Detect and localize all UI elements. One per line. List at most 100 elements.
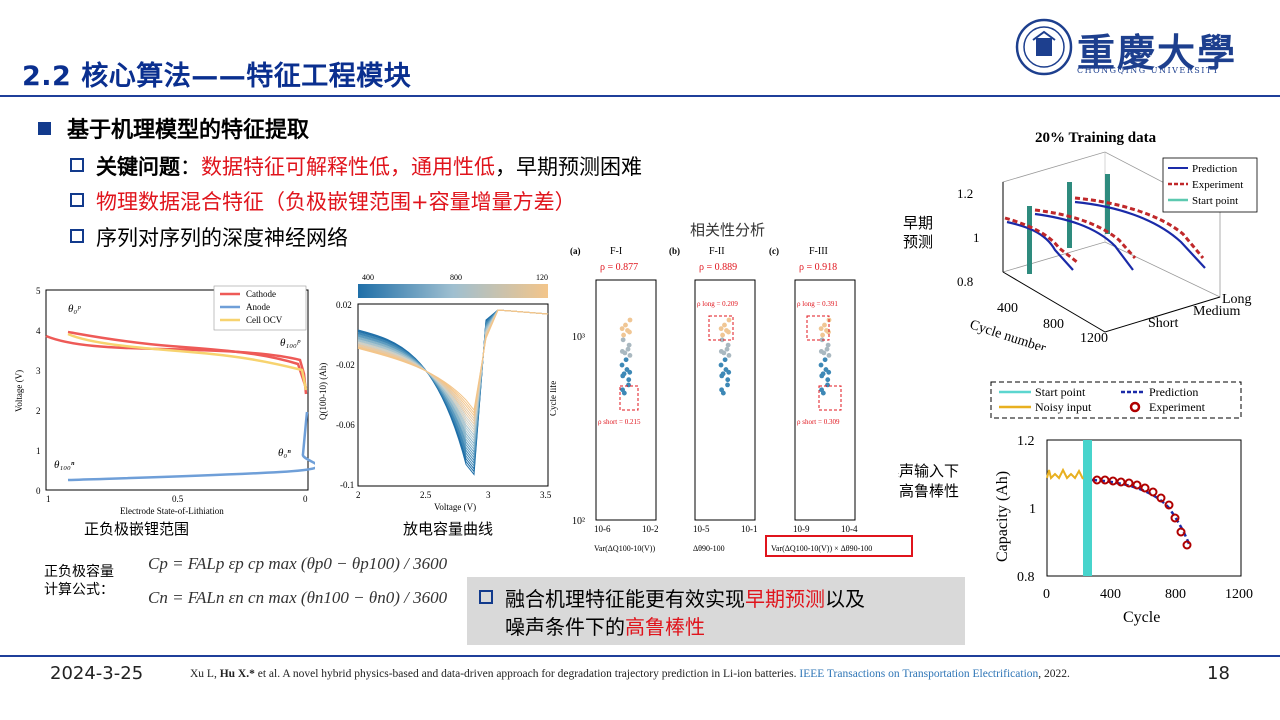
footer-reference: Xu L, Hu X.* et al. A novel hybrid physi…: [190, 667, 1070, 682]
footer-divider: [0, 655, 1280, 657]
data-point: [621, 390, 627, 396]
data-point: [627, 369, 633, 375]
callout-part: 融合机理特征能更有效实现: [505, 587, 745, 611]
cluster-box: [806, 315, 830, 341]
xtick: 10-4: [841, 524, 858, 534]
colorbar-tick: 800: [450, 273, 462, 282]
bullet-hybrid-feature: 物理数据混合特征（负极嵌锂范围+容量增量方差）: [70, 186, 576, 216]
ref-part: Xu L,: [190, 668, 220, 680]
chart-title: 20% Training data: [1035, 130, 1157, 146]
discharge-curve: [357, 309, 549, 465]
xtick: 10-2: [642, 524, 659, 534]
data-point: [619, 326, 625, 332]
data-point: [722, 357, 728, 363]
title-divider: [0, 95, 1280, 97]
xtick: 0: [1043, 587, 1050, 602]
xtick: 2.5: [420, 490, 432, 500]
x-axis-label: Voltage (V): [434, 502, 476, 512]
data-point: [725, 342, 731, 348]
panel-rho: ρ = 0.877: [600, 262, 638, 273]
data-point: [726, 329, 731, 335]
xtick: 800: [1043, 317, 1064, 332]
legend-experiment: Experiment: [1149, 400, 1206, 414]
cathode-curve-2: [67, 330, 308, 389]
ref-part: et al. A novel hybrid physics-based and …: [254, 668, 800, 680]
data-point: [818, 326, 824, 332]
ytick: -0.02: [336, 360, 355, 370]
legend-anode: Anode: [246, 302, 270, 312]
ytick: 4: [36, 326, 41, 336]
svg-text:θ₀ᵖ: θ₀ᵖ: [68, 303, 81, 315]
svg-text:θ₁₀₀ᵖ: θ₁₀₀ᵖ: [280, 337, 301, 349]
callout-text: 融合机理特征能更有效实现早期预测以及 噪声条件下的高鲁棒性: [479, 585, 865, 641]
y-axis-label: Capacity (Ah): [994, 471, 1011, 562]
data-point: [726, 369, 732, 375]
category-label: Medium: [1193, 304, 1241, 319]
discharge-curve: [357, 309, 549, 412]
legend-noisy: Noisy input: [1035, 400, 1092, 414]
voltage-chart: 0 1 2 3 4 5 1 0.5 0 Electrode State-of-L…: [14, 285, 315, 516]
panel-name: F-III: [809, 246, 828, 257]
panel-rho: ρ = 0.889: [699, 262, 737, 273]
ytick: 1.2: [1017, 434, 1035, 449]
category-label: Short: [1148, 316, 1178, 331]
data-point: [725, 382, 730, 388]
svg-text:θ₁₀₀ⁿ: θ₁₀₀ⁿ: [54, 459, 75, 471]
cluster-box: [708, 315, 734, 341]
data-point: [721, 350, 727, 356]
ytick: 5: [36, 286, 41, 296]
panel-frame: [595, 279, 657, 521]
data-point: [722, 322, 727, 328]
xtick: 1: [46, 494, 51, 504]
data-point: [627, 317, 633, 323]
ref-author: Hu X.*: [219, 668, 255, 680]
discharge-curve: [357, 309, 549, 457]
discharge-curve: [357, 309, 549, 454]
data-point: [820, 390, 826, 396]
data-point: [626, 342, 632, 348]
ytick: 1: [36, 446, 41, 456]
panel-xlabel: Var(ΔQ100-10(V)): [594, 544, 655, 553]
university-logo: 重慶大學 CHONGQING UNIVERSITY: [1015, 18, 1245, 84]
data-point: [622, 350, 628, 356]
caption-discharge: 放电容量曲线: [403, 520, 494, 538]
xtick: 1200: [1225, 587, 1253, 602]
panel-subrho: ρ short = 0.309: [797, 418, 840, 426]
bullet-label: 关键问题: [96, 155, 180, 179]
ytick: -0.06: [336, 420, 355, 430]
xtick: 800: [1165, 587, 1186, 602]
xtick: 3.5: [540, 490, 552, 500]
panel-frame: [694, 279, 756, 521]
ytick: 1: [1029, 502, 1036, 517]
data-point: [725, 377, 731, 383]
panel-xlabel: Var(ΔQ100-10(V)) × Δθ90-100: [771, 544, 872, 553]
bullet-colon: ：: [180, 155, 201, 179]
logo-subtitle: CHONGQING UNIVERSITY: [1077, 66, 1220, 75]
noise-chart: Start point Prediction Noisy input Exper…: [990, 381, 1253, 626]
discharge-curves: [357, 309, 549, 476]
ztick: 1: [973, 230, 980, 245]
formula-label-1: 正负极容量: [44, 564, 114, 580]
anode-curve: [67, 411, 315, 482]
legend-ocv: Cell OCV: [246, 315, 283, 325]
xtick: 400: [1100, 587, 1121, 602]
data-point: [826, 353, 832, 358]
cathode-curve: [45, 334, 308, 395]
training-3d-chart: 20% Training data 1.2 1 0.8 400 800 1200…: [957, 130, 1258, 350]
xtick: 10-1: [741, 524, 758, 534]
xtick: 10-6: [594, 524, 611, 534]
colorbar-tick: 120: [536, 273, 548, 282]
panel-xlabel: Δθ90-100: [693, 544, 725, 553]
bullet-main-text: 基于机理模型的特征提取: [67, 118, 310, 143]
data-point: [825, 342, 831, 348]
data-point: [726, 317, 732, 323]
x-axis-label: Electrode State-of-Lithiation: [120, 506, 224, 516]
panel-name: F-I: [610, 246, 622, 257]
ytick: 0: [36, 486, 41, 496]
square-bullet-icon: [38, 122, 51, 135]
ytick: 10²: [572, 516, 585, 527]
cluster-box: [818, 385, 842, 411]
correlation-chart: Cycle life 10³ 10² (a) F-I ρ = 0.877 10-6 10…: [550, 246, 913, 557]
data-point: [822, 322, 827, 328]
highlight-box: [765, 535, 913, 557]
